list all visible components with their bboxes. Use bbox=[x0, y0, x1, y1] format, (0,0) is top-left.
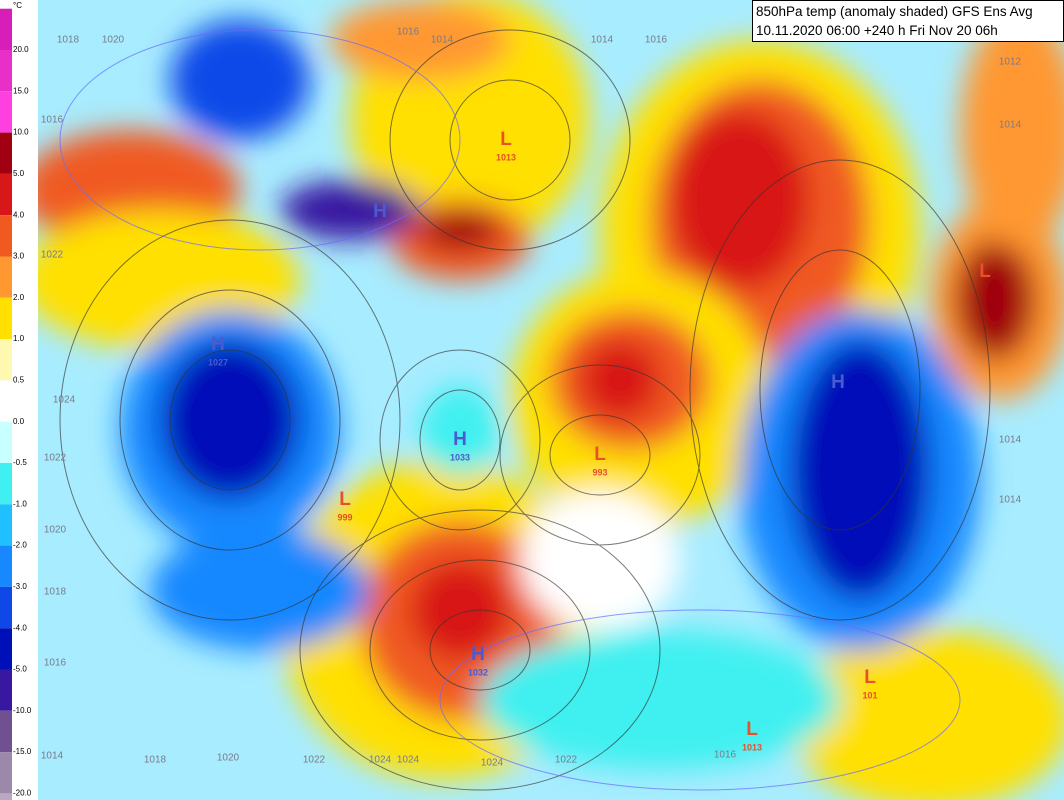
isobar-label: 1012 bbox=[999, 57, 1022, 68]
colorbar-label: -10.0 bbox=[13, 706, 32, 715]
isobar-label: 1018 bbox=[57, 35, 80, 46]
colorbar-band bbox=[0, 173, 12, 216]
colorbar-band bbox=[0, 132, 12, 174]
colorbar-label: -20.0 bbox=[13, 789, 32, 798]
colorbar-band bbox=[0, 710, 12, 753]
isobar-label: 1014 bbox=[41, 751, 64, 762]
title: 850hPa temp (anomaly shaded) GFS Ens Avg bbox=[756, 4, 1033, 19]
title-box: 850hPa temp (anomaly shaded) GFS Ens Avg… bbox=[752, 0, 1064, 42]
colorbar-label: 4.0 bbox=[13, 210, 25, 219]
center-letter: L bbox=[979, 261, 991, 282]
isobar-label: 1022 bbox=[555, 755, 578, 766]
center-value: 993 bbox=[592, 467, 607, 477]
colorbar-band bbox=[0, 463, 12, 505]
colorbar-band bbox=[0, 8, 12, 50]
isobar-label: 1014 bbox=[999, 120, 1022, 131]
anomaly-field bbox=[38, 0, 1064, 800]
isobar-label: 1020 bbox=[44, 525, 67, 536]
colorbar-band bbox=[0, 545, 12, 587]
isobar-label: 1014 bbox=[999, 495, 1022, 506]
colorbar-label: 2.0 bbox=[13, 293, 25, 302]
center-value: 1033 bbox=[450, 452, 470, 462]
isobar-label: 1016 bbox=[44, 658, 67, 669]
isobar-label: 1018 bbox=[144, 755, 167, 766]
isobar-label: 1020 bbox=[102, 35, 125, 46]
colorbar-label: -3.0 bbox=[13, 582, 27, 591]
colorbar-band bbox=[0, 339, 12, 381]
center-letter: L bbox=[746, 719, 758, 740]
colorbar-label: 0.0 bbox=[13, 417, 25, 426]
colorbar-band bbox=[0, 256, 12, 298]
isobar-label: 1014 bbox=[431, 35, 454, 46]
isobar-label: 1024 bbox=[369, 755, 392, 766]
colorbar-band bbox=[0, 297, 12, 340]
isobar-label: 1016 bbox=[645, 35, 668, 46]
colorbar-label: 1.0 bbox=[13, 334, 25, 343]
colorbar-band bbox=[0, 50, 12, 92]
map-labels: H L 1013 H 1027 H 1033 L 999 L 993 H 1032 H L 101 L 1013 L… bbox=[41, 27, 1022, 769]
colorbar-label: -0.5 bbox=[13, 458, 27, 467]
center-letter: L bbox=[864, 667, 876, 688]
center-value: 1013 bbox=[742, 742, 762, 752]
colorbar-label: 10.0 bbox=[13, 128, 29, 137]
isobar-label: 1014 bbox=[591, 35, 614, 46]
colorbar-label: 5.0 bbox=[13, 169, 25, 178]
isobar-label: 1016 bbox=[714, 750, 737, 761]
colorbar-band bbox=[0, 628, 12, 670]
center-letter: L bbox=[339, 489, 351, 510]
isobar-label: 1014 bbox=[999, 435, 1022, 446]
center-letter: H bbox=[471, 644, 485, 665]
isobar-label: 1016 bbox=[397, 27, 420, 38]
colorbar-label: 20.0 bbox=[13, 45, 29, 54]
colorbar-band bbox=[0, 421, 12, 463]
center-letter: L bbox=[594, 444, 606, 465]
colorbar-label: -5.0 bbox=[13, 665, 27, 674]
center-letter: H bbox=[831, 372, 845, 393]
center-value: 1027 bbox=[208, 357, 228, 367]
center-letter: L bbox=[500, 129, 512, 150]
isobar-label: 1024 bbox=[481, 758, 504, 769]
colorbar-band bbox=[0, 504, 12, 546]
subtitle: 10.11.2020 06:00 +240 h Fri Nov 20 06h bbox=[756, 23, 998, 38]
isobar-label: 1022 bbox=[41, 250, 64, 261]
colorbar-band bbox=[0, 215, 12, 257]
center-value: 1013 bbox=[496, 152, 516, 162]
center-value: 1032 bbox=[468, 667, 488, 677]
center-letter: H bbox=[211, 334, 225, 355]
colorbar-band bbox=[0, 669, 12, 711]
colorbar-label: 0.5 bbox=[13, 376, 25, 385]
colorbar-label: -4.0 bbox=[13, 623, 27, 632]
colorbar-label: 15.0 bbox=[13, 86, 29, 95]
center-letter: H bbox=[453, 429, 467, 450]
colorbar-label: 3.0 bbox=[13, 252, 25, 261]
colorbar-label: -2.0 bbox=[13, 541, 27, 550]
isobar-label: 1022 bbox=[44, 453, 67, 464]
colorbar-unit: °C bbox=[13, 1, 22, 10]
colorbar: °C 20.0 15.0 10.0 5.0 4.0 3.0 2.0 1.0 0.5 0.0 -0.5 -… bbox=[0, 0, 38, 800]
isobar-label: 1018 bbox=[44, 587, 67, 598]
center-value: 999 bbox=[337, 512, 352, 522]
colorbar-band bbox=[0, 752, 12, 794]
isobar-label: 1016 bbox=[41, 115, 64, 126]
isobar-label: 1024 bbox=[397, 755, 420, 766]
isobar-label: 1020 bbox=[217, 753, 240, 764]
colorbar-band bbox=[0, 380, 12, 422]
center-value: 101 bbox=[862, 690, 877, 700]
center-letter: H bbox=[373, 201, 387, 222]
isobar-label: 1024 bbox=[53, 395, 76, 406]
colorbar-band bbox=[0, 586, 12, 629]
colorbar-band bbox=[0, 91, 12, 133]
colorbar-label: -15.0 bbox=[13, 747, 32, 756]
isobar-label: 1022 bbox=[303, 755, 326, 766]
colorbar-label: -1.0 bbox=[13, 499, 27, 508]
colorbar-band bbox=[0, 793, 12, 800]
